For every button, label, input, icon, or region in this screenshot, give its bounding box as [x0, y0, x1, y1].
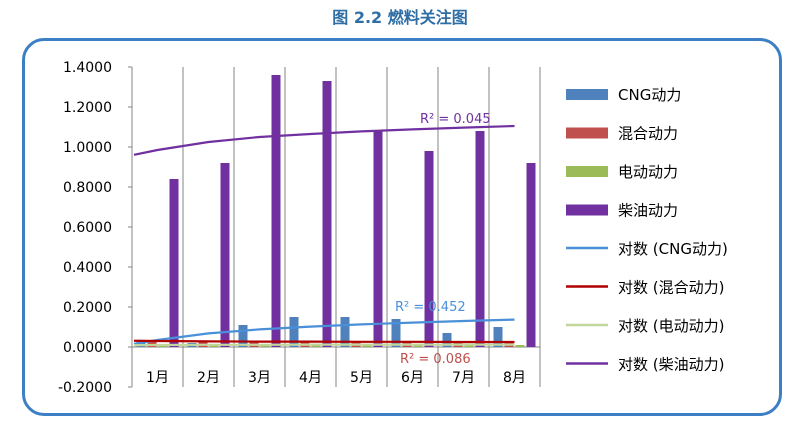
bar-电动动力 — [311, 345, 321, 347]
figure-title: 图 2.2 燃料关注图 — [332, 8, 468, 27]
trendline-对数 (电动动力) — [133, 343, 515, 347]
bar-CNG动力 — [289, 317, 299, 347]
y-tick-label: 0.0000 — [63, 340, 112, 356]
bar-CNG动力 — [340, 317, 350, 347]
y-tick-label: 0.6000 — [63, 220, 112, 236]
bar-电动动力 — [413, 345, 423, 347]
bar-柴油动力 — [322, 81, 332, 347]
x-tick-label: 5月 — [350, 370, 373, 386]
x-tick-label: 6月 — [401, 370, 424, 386]
bar-电动动力 — [362, 345, 372, 347]
legend-label: CNG动力 — [618, 86, 681, 104]
bar-电动动力 — [260, 345, 270, 347]
legend-label: 对数 (电动动力) — [618, 317, 724, 335]
legend-swatch — [566, 89, 608, 100]
y-tick-label: 1.0000 — [63, 140, 112, 156]
x-tick-label: 3月 — [248, 370, 271, 386]
legend-label: 对数 (混合动力) — [618, 279, 724, 297]
legend-label: 对数 (CNG动力) — [618, 240, 728, 258]
y-tick-label: 0.2000 — [63, 300, 112, 316]
bar-柴油动力 — [220, 163, 230, 347]
bar-CNG动力 — [391, 319, 401, 347]
bar-柴油动力 — [373, 131, 383, 347]
legend-label: 电动动力 — [618, 163, 678, 181]
trendline-对数 (CNG动力) — [133, 318, 515, 346]
legend-swatch — [566, 127, 608, 139]
x-tick-label: 1月 — [146, 370, 169, 386]
r2-label: R² = 0.045 — [420, 112, 491, 127]
y-tick-label: 0.8000 — [63, 180, 112, 196]
legend-label: 对数 (柴油动力) — [618, 356, 724, 374]
bar-柴油动力 — [526, 163, 536, 347]
trendline-对数 (柴油动力) — [133, 124, 515, 156]
legend-swatch — [566, 166, 608, 177]
bar-CNG动力 — [442, 333, 452, 347]
legend-swatch — [566, 204, 608, 216]
bar-电动动力 — [464, 345, 474, 347]
chart-frame — [22, 38, 782, 416]
trendline-对数 (混合动力) — [133, 339, 515, 344]
bar-电动动力 — [209, 345, 219, 347]
bar-柴油动力 — [475, 131, 485, 347]
r2-label: R² = 0.452 — [395, 300, 466, 315]
x-tick-label: 7月 — [452, 370, 475, 386]
bar-柴油动力 — [169, 179, 179, 347]
x-tick-label: 8月 — [503, 370, 526, 386]
y-tick-label: 1.4000 — [63, 60, 112, 76]
y-tick-label: 0.4000 — [63, 260, 112, 276]
bar-电动动力 — [515, 345, 525, 347]
r2-label: R² = 0.086 — [400, 352, 471, 367]
bar-柴油动力 — [271, 75, 281, 347]
legend-label: 混合动力 — [618, 125, 678, 143]
bar-CNG动力 — [238, 325, 248, 347]
bar-柴油动力 — [424, 151, 434, 347]
y-tick-label: -0.2000 — [58, 380, 112, 396]
x-tick-label: 2月 — [197, 370, 220, 386]
x-tick-label: 4月 — [299, 370, 322, 386]
bar-CNG动力 — [493, 327, 503, 347]
y-tick-label: 1.2000 — [63, 100, 112, 116]
legend-label: 柴油动力 — [618, 202, 678, 220]
